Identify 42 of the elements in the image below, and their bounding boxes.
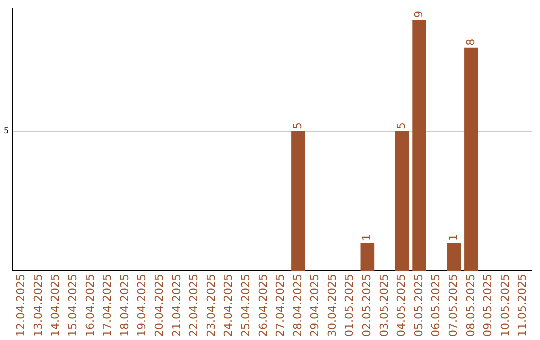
bar bbox=[292, 132, 306, 272]
x-tick-label: 14.04.2025 bbox=[49, 274, 62, 338]
x-tick-label: 22.04.2025 bbox=[188, 274, 201, 338]
x-tick-label: 12.04.2025 bbox=[14, 274, 28, 338]
x-tick-label: 02.05.2025 bbox=[360, 274, 374, 338]
x-tick-label: 06.05.2025 bbox=[430, 274, 443, 338]
data-label: 9 bbox=[412, 10, 426, 18]
x-tick-label: 23.04.2025 bbox=[204, 274, 218, 338]
x-tick-label: 19.04.2025 bbox=[136, 274, 149, 338]
x-tick-label: 26.04.2025 bbox=[256, 274, 270, 338]
x-tick-label: 16.04.2025 bbox=[84, 274, 97, 338]
x-tick-label: 10.05.2025 bbox=[498, 274, 512, 338]
bar bbox=[395, 132, 410, 272]
x-tick-label: 29.04.2025 bbox=[308, 274, 322, 338]
x-tick-label: 05.05.2025 bbox=[412, 274, 426, 338]
bar bbox=[360, 243, 375, 272]
x-tick-label: 28.04.2025 bbox=[291, 274, 304, 338]
bar bbox=[464, 48, 478, 272]
x-tick-label: 15.04.2025 bbox=[66, 274, 80, 338]
x-tick-label: 20.04.2025 bbox=[152, 274, 166, 338]
x-tick-label: 25.04.2025 bbox=[239, 274, 252, 338]
x-tick-label: 18.04.2025 bbox=[118, 274, 132, 338]
data-label: 8 bbox=[464, 38, 478, 46]
x-tick-label: 01.05.2025 bbox=[343, 274, 356, 338]
x-tick-label: 30.04.2025 bbox=[326, 274, 339, 338]
x-tick-label: 08.05.2025 bbox=[464, 274, 478, 338]
bar bbox=[447, 243, 462, 272]
x-tick-label: 09.05.2025 bbox=[482, 274, 495, 338]
bar bbox=[412, 20, 426, 272]
x-tick-label: 17.04.2025 bbox=[101, 274, 114, 338]
x-tick-label: 03.05.2025 bbox=[378, 274, 391, 338]
x-tick-label: 27.04.2025 bbox=[274, 274, 288, 338]
data-label: 1 bbox=[447, 234, 460, 242]
x-tick-label: 21.04.2025 bbox=[170, 274, 184, 338]
data-label: 1 bbox=[360, 234, 374, 242]
x-tick-label: 24.04.2025 bbox=[222, 274, 236, 338]
x-tick-label: 11.05.2025 bbox=[516, 274, 530, 338]
x-tick-label: 04.05.2025 bbox=[395, 274, 408, 338]
data-label: 5 bbox=[395, 122, 408, 130]
x-tick-label: 13.04.2025 bbox=[32, 274, 45, 338]
x-tick-label: 07.05.2025 bbox=[447, 274, 460, 338]
data-label: 5 bbox=[291, 122, 304, 130]
